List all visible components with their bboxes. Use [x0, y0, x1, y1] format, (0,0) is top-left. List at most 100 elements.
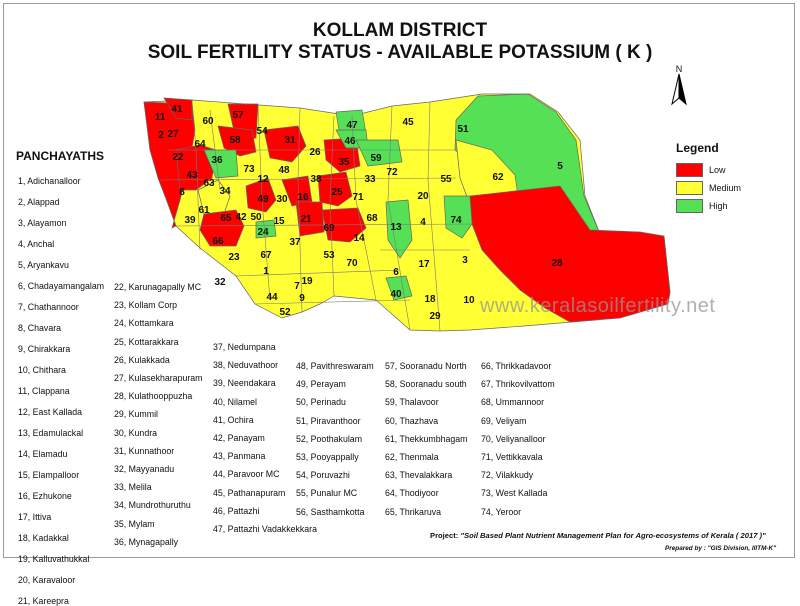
panchayath-list-item: 20, Karavaloor	[18, 575, 76, 585]
panchayath-list-item: 68, Ummannoor	[481, 397, 545, 408]
panchayath-list-item: 49, Perayam	[296, 379, 346, 390]
panchayath-list-item: 17, Ittiva	[18, 512, 52, 522]
region-label-52: 52	[279, 307, 291, 318]
region-label-73: 73	[243, 164, 255, 175]
north-label: N	[676, 64, 683, 74]
panchayath-list-item: 54, Poruvazhi	[296, 470, 350, 481]
panchayath-list-item: 12, East Kallada	[18, 407, 83, 417]
region-label-61: 61	[198, 205, 210, 216]
region-label-60: 60	[202, 116, 214, 127]
panchayath-list-item: 50, Perinadu	[296, 397, 346, 408]
panchayath-boundaries	[159, 99, 471, 332]
panchayath-list-item: 41, Ochira	[213, 414, 254, 425]
region-label-14: 14	[353, 233, 365, 244]
region-label-27: 27	[167, 129, 179, 140]
panchayath-list-item: 9, Chirakkara	[18, 344, 71, 354]
panchayath-list-item: 43, Panmana	[213, 451, 266, 462]
region-label-43: 43	[186, 170, 198, 181]
watermark: www.keralasoilfertility.net	[480, 295, 716, 317]
region-label-5: 5	[557, 161, 563, 172]
region-fill	[443, 195, 473, 239]
region-label-70: 70	[346, 258, 358, 269]
panchayath-list-item: 64, Thodiyoor	[385, 488, 439, 499]
region-fill	[317, 171, 353, 207]
region-label-38: 38	[310, 174, 322, 185]
region-label-7: 7	[294, 281, 300, 292]
region-label-55: 55	[440, 174, 452, 185]
region-label-11: 11	[155, 112, 166, 123]
region-label-6: 6	[393, 267, 399, 278]
region-label-57: 57	[232, 110, 244, 121]
region-fill	[175, 144, 217, 191]
region-fill	[163, 97, 193, 121]
panchayath-list-item: 73, West Kallada	[481, 488, 548, 499]
region-label-64: 64	[194, 139, 206, 150]
region-fill	[199, 209, 245, 247]
region-label-72: 72	[386, 167, 398, 178]
legend-label-medium: Medium	[709, 183, 742, 193]
boundary-line	[254, 299, 411, 305]
region-label-47: 47	[346, 120, 358, 131]
panchayath-list-item: 53, Pooyappally	[296, 452, 359, 462]
panchayath-list-item: 6, Chadayamangalam	[18, 281, 105, 291]
region-label-63: 63	[203, 178, 215, 189]
region-label-22: 22	[172, 152, 184, 163]
boundary-line	[329, 115, 335, 297]
boundary-line	[159, 177, 457, 181]
panchayath-list-item: 38, Neduvathoor	[213, 360, 279, 371]
panchayath-list-item: 69, Veliyam	[481, 415, 527, 426]
panchayath-list-item: 61, Thekkumbhagam	[385, 433, 468, 444]
panchayath-list-item: 19, Kalluvathukkal	[18, 554, 90, 564]
panchayath-list-item: 66, Thrikkadavoor	[481, 361, 552, 371]
legend-swatch-high	[676, 199, 703, 213]
region-label-45: 45	[402, 117, 414, 128]
region-label-26: 26	[309, 147, 321, 158]
region-label-39: 39	[184, 215, 196, 226]
panchayath-list-item: 44, Paravoor MC	[213, 469, 280, 480]
region-label-23: 23	[228, 252, 240, 263]
panchayath-list-item: 67, Thrikovilvattom	[481, 379, 555, 390]
panchayath-list-item: 10, Chithara	[18, 365, 66, 375]
panchayath-list-item: 1, Adichanalloor	[18, 176, 81, 186]
panchayath-list-item: 60, Thazhava	[385, 415, 439, 426]
panchayath-list-item: 58, Sooranadu south	[385, 379, 467, 390]
panchayath-list-item: 26, Kulakkada	[114, 354, 170, 365]
region-label-37: 37	[289, 237, 301, 248]
panchayath-list-item: 55, Punalur MC	[296, 488, 358, 499]
region-label-10: 10	[463, 295, 475, 306]
panchayath-list-item: 5, Aryankavu	[18, 260, 69, 270]
region-label-17: 17	[418, 259, 430, 270]
panchayath-list-item: 52, Poothakulam	[296, 433, 363, 444]
panchayath-list-item: 48, Pavithreswaram	[296, 361, 374, 371]
panchayath-list-item: 29, Kummil	[114, 409, 158, 420]
legend-swatch-low	[676, 163, 703, 177]
region-label-35: 35	[338, 157, 350, 168]
region-label-30: 30	[276, 194, 288, 205]
region-label-65: 65	[220, 213, 232, 224]
panchayath-list-item: 22, Karunagapally MC	[114, 282, 202, 292]
region-label-3: 3	[462, 255, 468, 266]
boundary-line	[175, 223, 471, 227]
region-fill	[295, 201, 325, 237]
panchayath-list-item: 62, Thenmala	[385, 452, 439, 462]
panchayath-list-item: 18, Kadakkal	[18, 533, 69, 543]
legend-title: Legend	[676, 141, 719, 155]
region-label-62: 62	[492, 172, 504, 183]
project-credit: Project: "Soil Based Plant Nutrient Mana…	[430, 531, 766, 540]
region-label-24: 24	[257, 227, 269, 238]
panchayath-list-item: 33, Melila	[114, 482, 152, 493]
region-label-71: 71	[352, 192, 364, 203]
panchayath-list-item: 57, Sooranadu North	[385, 361, 467, 371]
panchayath-list-item: 47, Pattazhi Vadakkekkara	[213, 524, 317, 534]
region-label-46: 46	[344, 136, 356, 147]
boundary-line	[235, 269, 401, 277]
panchayath-list-heading: PANCHAYATHS	[16, 149, 105, 163]
project-prefix: Project:	[430, 531, 459, 540]
panchayath-list-item: 46, Pattazhi	[213, 505, 260, 516]
region-label-48: 48	[278, 165, 290, 176]
region-label-68: 68	[366, 213, 378, 224]
panchayath-list-item: 13, Edamulackal	[18, 428, 84, 438]
region-fill	[385, 275, 413, 301]
panchayath-list-item: 74, Yeroor	[481, 506, 522, 517]
legend-label-low: Low	[709, 165, 726, 175]
